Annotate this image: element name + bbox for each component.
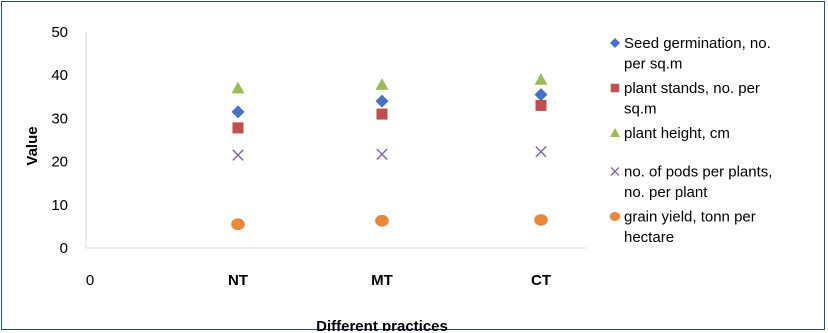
y-tick-label: 30 bbox=[51, 110, 68, 127]
data-point-square bbox=[376, 108, 388, 120]
x-category-label: MT bbox=[371, 272, 393, 289]
data-point-diamond bbox=[375, 94, 389, 108]
x-origin-label: 0 bbox=[86, 272, 94, 289]
legend: Seed germination, no. per sq.m plant stand… bbox=[609, 35, 772, 246]
data-point-circle bbox=[375, 214, 389, 227]
data-point-x bbox=[535, 145, 547, 158]
legend-entry-text: Seed germination, no. bbox=[624, 35, 771, 52]
legend-entry-text: sq.m bbox=[624, 101, 657, 118]
legend-entry-text: per sq.m bbox=[624, 56, 682, 73]
legend-marker-circle bbox=[609, 212, 621, 221]
legend-marker-triangle bbox=[610, 128, 620, 137]
data-point-diamond bbox=[534, 88, 548, 102]
data-point-x bbox=[376, 148, 388, 160]
legend-marker-square bbox=[610, 83, 620, 93]
legend-marker-diamond bbox=[610, 38, 620, 48]
x-category-label: CT bbox=[531, 272, 551, 289]
y-tick-label: 20 bbox=[51, 154, 68, 171]
legend-entry-text: plant height, cm bbox=[624, 125, 730, 142]
y-axis-title: Value bbox=[24, 126, 41, 165]
data-marks bbox=[231, 73, 548, 231]
data-point-square bbox=[535, 99, 547, 111]
x-axis-title: Different practices bbox=[316, 318, 448, 331]
y-tick-label: 50 bbox=[51, 24, 68, 41]
legend-entry-text: plant stands, no. per bbox=[624, 80, 760, 97]
data-point-circle bbox=[534, 214, 548, 226]
legend-entry-text: grain yield, tonn per bbox=[624, 209, 756, 226]
data-point-diamond bbox=[231, 105, 245, 119]
legend-entry-text: no. of pods per plants, bbox=[624, 164, 772, 181]
plot-area: 0 10 20 30 40 50 0 NT MT CT bbox=[51, 24, 586, 289]
legend-entry-text: hectare bbox=[624, 229, 674, 246]
data-point-circle bbox=[231, 218, 245, 231]
data-point-square bbox=[232, 122, 244, 134]
y-tick-label: 40 bbox=[51, 67, 68, 84]
y-tick-label: 10 bbox=[51, 197, 68, 214]
x-category-label: NT bbox=[228, 272, 248, 289]
legend-entry-text: no. per plant bbox=[624, 184, 708, 201]
data-point-triangle bbox=[534, 73, 548, 85]
y-tick-label: 0 bbox=[60, 240, 68, 257]
data-point-x bbox=[232, 149, 244, 161]
legend-marker-x bbox=[610, 167, 620, 176]
data-point-triangle bbox=[375, 78, 389, 90]
data-point-triangle bbox=[231, 81, 245, 94]
